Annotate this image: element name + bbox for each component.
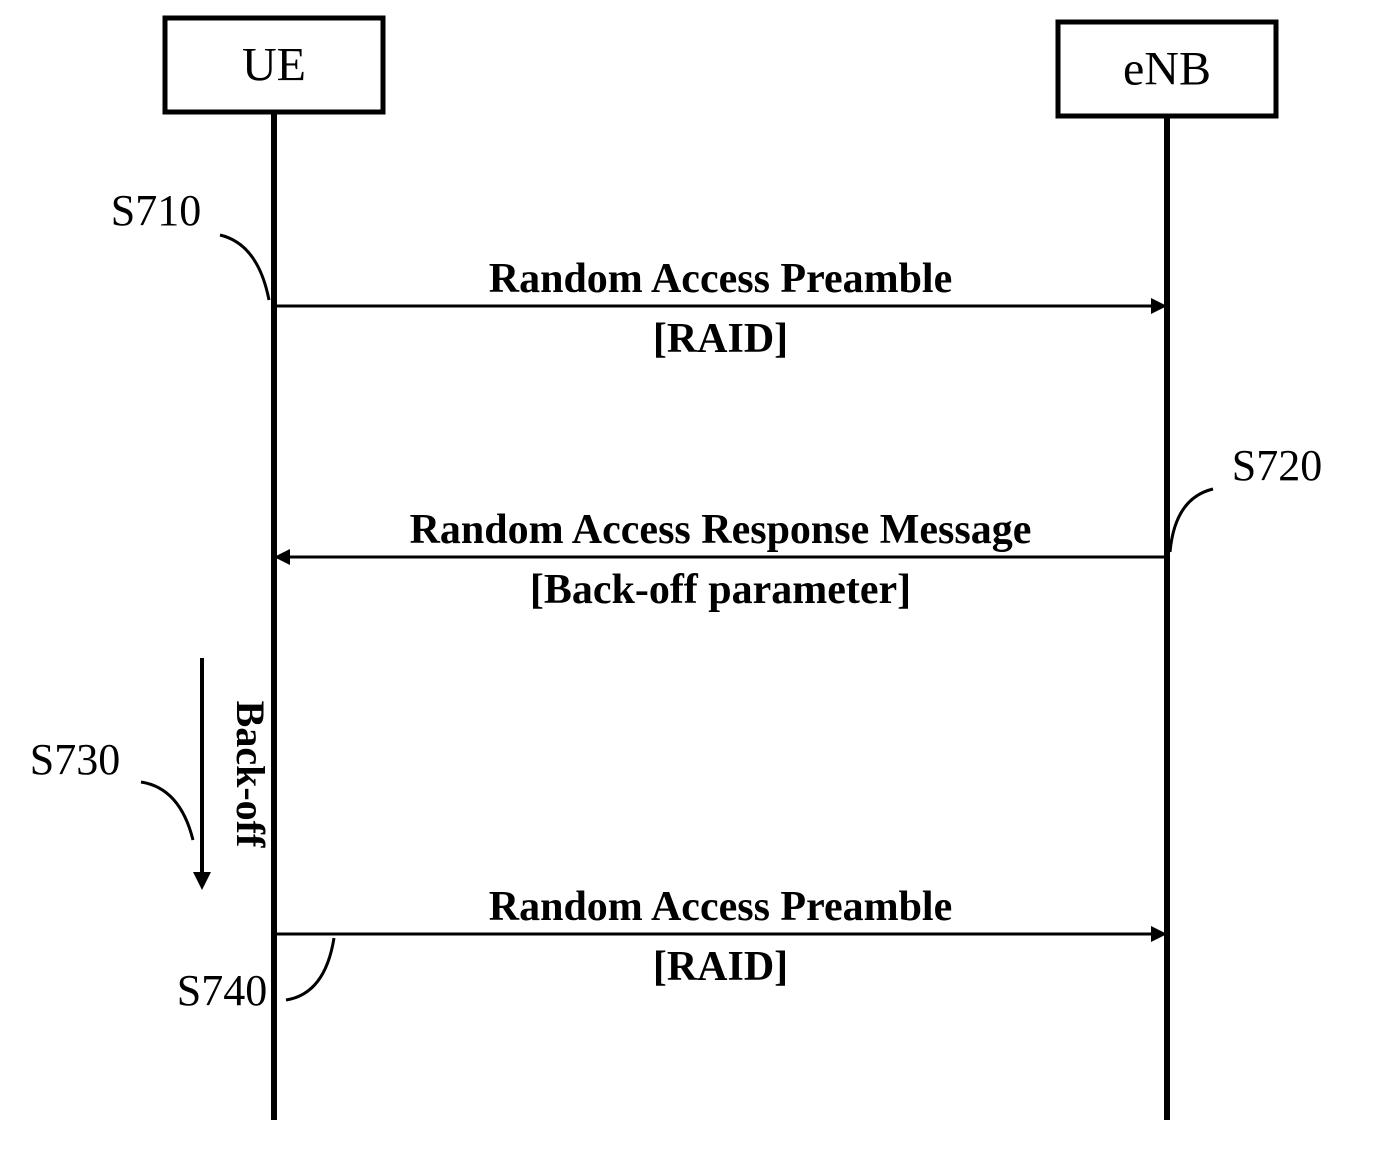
- step-label-s740: S740: [177, 966, 267, 1015]
- actor-ue: UE: [165, 18, 383, 1120]
- connector-s730: [141, 782, 193, 840]
- actor-ue-label: UE: [242, 39, 306, 92]
- connector-s710: [220, 235, 269, 300]
- step-label-s730: S730: [30, 735, 120, 784]
- message-s740: Random Access Preamble [RAID] S740: [177, 884, 1167, 1015]
- message-s720-subtitle: [Back-off parameter]: [530, 567, 911, 613]
- connector-s720: [1170, 489, 1213, 552]
- actor-enb-label: eNB: [1123, 43, 1211, 96]
- message-s740-subtitle: [RAID]: [653, 944, 788, 990]
- actor-enb: eNB: [1058, 22, 1276, 1120]
- step-label-s710: S710: [111, 186, 201, 235]
- message-s710-title: Random Access Preamble: [489, 256, 953, 302]
- message-s740-title: Random Access Preamble: [489, 884, 953, 930]
- message-s720-title: Random Access Response Message: [410, 507, 1032, 553]
- step-label-s720: S720: [1232, 441, 1322, 490]
- backoff-label: Back-off: [228, 701, 273, 848]
- connector-s740: [286, 938, 334, 1000]
- backoff-group: Back-off S730: [30, 658, 273, 890]
- message-s710-subtitle: [RAID]: [653, 316, 788, 362]
- message-s710: Random Access Preamble [RAID] S710: [111, 186, 1167, 362]
